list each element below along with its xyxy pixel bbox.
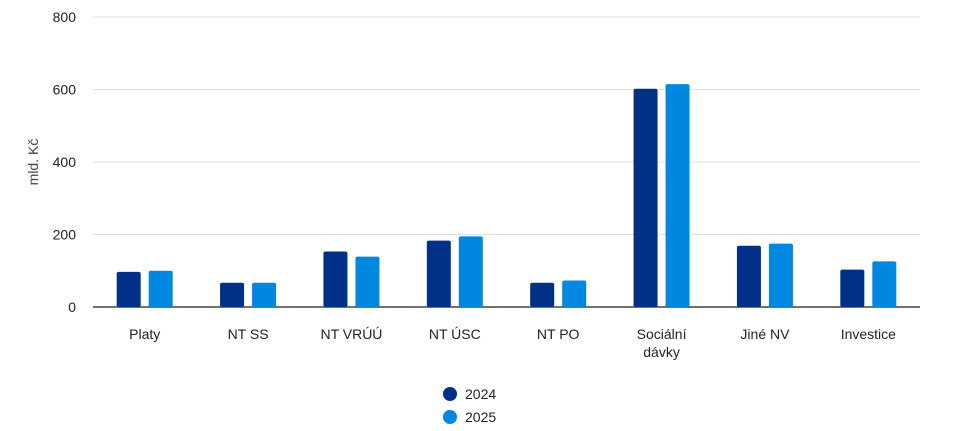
y-tick-label: 800 bbox=[53, 9, 77, 25]
bar-2025-0 bbox=[148, 270, 173, 307]
bar-2025-7 bbox=[872, 261, 897, 307]
y-axis-ticks: 0 200 400 600 800 bbox=[53, 9, 77, 315]
y-tick-label: 200 bbox=[53, 227, 77, 243]
bar-2025-3 bbox=[458, 236, 483, 307]
legend-swatch bbox=[443, 387, 457, 401]
bar-2024-0 bbox=[116, 271, 141, 307]
x-tick-label: Sociální dávky bbox=[637, 326, 687, 360]
x-tick-label-line: Sociální bbox=[637, 326, 687, 342]
x-tick-label: NT VRÚÚ bbox=[320, 326, 382, 342]
y-axis-label: mld. Kč bbox=[25, 139, 41, 186]
x-tick-label-line: NT VRÚÚ bbox=[320, 326, 382, 342]
bar-2024-3 bbox=[426, 240, 451, 307]
grid-lines bbox=[93, 16, 920, 308]
legend-swatch bbox=[443, 410, 457, 424]
bar-2025-4 bbox=[562, 280, 587, 307]
y-tick-label: 400 bbox=[53, 154, 77, 170]
bar-2024-5 bbox=[633, 88, 658, 308]
x-tick-label-line: Jiné NV bbox=[740, 326, 790, 342]
legend-label: 2024 bbox=[465, 386, 496, 402]
x-tick-label-line: Investice bbox=[841, 326, 896, 342]
x-tick-label-line: NT PO bbox=[537, 326, 580, 342]
bar-2024-6 bbox=[736, 245, 761, 307]
bar-2025-1 bbox=[252, 282, 277, 307]
x-tick-label: Investice bbox=[841, 326, 896, 342]
bar-2024-2 bbox=[323, 251, 348, 307]
x-tick-label: NT ÚSC bbox=[429, 326, 481, 342]
x-tick-label: NT SS bbox=[228, 326, 269, 342]
bar-2024-7 bbox=[840, 269, 865, 307]
x-axis-ticks: Platy NT SS NT VRÚÚ NT ÚSC NT PO Sociální dávk… bbox=[129, 326, 896, 360]
x-tick-label: Platy bbox=[129, 326, 160, 342]
bar-2024-1 bbox=[220, 282, 245, 307]
bar-2025-6 bbox=[768, 243, 793, 307]
y-tick-label: 0 bbox=[68, 299, 76, 315]
legend: 2024 2025 bbox=[443, 386, 496, 425]
x-tick-label: Jiné NV bbox=[740, 326, 790, 342]
x-tick-label-line: Platy bbox=[129, 326, 160, 342]
x-tick-label-line: NT SS bbox=[228, 326, 269, 342]
y-tick-label: 600 bbox=[53, 82, 77, 98]
x-tick-label-line: dávky bbox=[643, 344, 680, 360]
x-tick-label: NT PO bbox=[537, 326, 580, 342]
bar-2024-4 bbox=[530, 282, 555, 307]
bar-2025-2 bbox=[355, 256, 380, 307]
x-tick-label-line: NT ÚSC bbox=[429, 326, 481, 342]
legend-label: 2025 bbox=[465, 409, 496, 425]
bar-2025-5 bbox=[665, 84, 690, 307]
bars bbox=[116, 84, 897, 308]
